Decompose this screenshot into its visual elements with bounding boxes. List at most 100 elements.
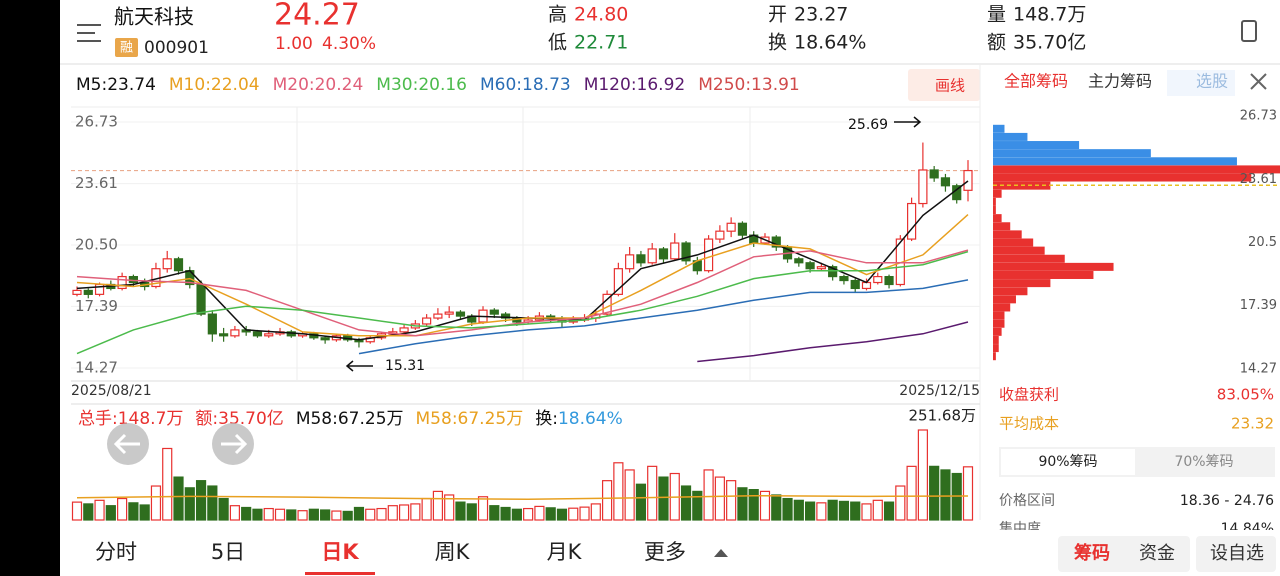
volume-bar [590,503,601,521]
candle-body [940,177,951,187]
candle-body [737,222,748,236]
chip-y-label: 20.5 [1248,235,1277,250]
stat-label: 额 [987,32,1006,54]
volume-bar [477,496,489,521]
ma-legend-item: M60:18.73 [480,75,571,95]
volume-bar [737,487,748,521]
volume-bar [139,504,150,521]
ma-line [697,321,969,363]
candle-body [500,313,511,319]
candle-body [794,258,804,264]
next-button[interactable] [212,423,254,465]
volume-bar [523,507,534,521]
volume-bar [771,494,782,521]
layout-icon[interactable] [1241,20,1257,42]
volume-bar [850,501,861,521]
chip-chart: 14.27 17.39 20.5 23.61 26.73 [993,109,1280,377]
candle-body [455,311,466,317]
candle-body [681,242,691,262]
candle-body [839,275,849,282]
candle-body [850,279,860,290]
stats: 高 24.80 低 22.71 开 23.27 换 18.64% 量 148.7万额 35.70亿 [548,4,1086,54]
candle-body [72,289,82,295]
candle-body [929,169,939,179]
period-tab[interactable]: 日K [321,540,359,564]
ma-line [358,279,969,355]
menu-icon[interactable] [77,24,101,42]
chip-bar [993,319,1005,328]
stat-label: 开 [768,4,787,26]
volume-bar [263,507,274,521]
volume-bar [444,494,455,521]
chip-bar [993,295,1016,304]
volume-bar [162,447,173,521]
candle-body [907,202,917,240]
chip-tab[interactable]: 主力筹码 [1088,72,1152,91]
range-value: 18.36 - 24.76 [1180,493,1274,509]
volume-bar [229,505,240,521]
stock-name: 航天科技 [114,5,194,29]
bottom-button[interactable]: 筹码 [1074,542,1110,564]
volume-legend-item: M58:67.25万 [416,409,524,429]
chip-bar [993,311,1005,320]
candle-body [816,266,826,270]
draw-button[interactable]: 画线 [935,77,965,95]
period-tab[interactable]: 5日 [211,540,245,564]
volume-bar [962,466,974,521]
bottom-button[interactable]: 设自选 [1210,543,1264,564]
candle-body [230,329,240,337]
candle-body [828,266,838,278]
bottom-button[interactable]: 资金 [1139,543,1175,564]
period-tab[interactable]: 周K [435,540,471,564]
low-annotation: 15.31 [385,358,425,374]
volume-bar [117,497,128,521]
volume-legend-item: 18.64% [558,409,623,429]
volume-bar [624,469,635,521]
volume-bar [658,476,669,521]
volume-bar [286,509,297,521]
volume-bar [917,429,928,521]
candle-body [636,254,646,264]
chip-bar [993,327,1002,336]
candle-body [128,275,138,284]
panel-label: 收盘获利 [999,386,1059,404]
volume-bar [534,505,545,521]
chip-bar [993,344,999,353]
percent-tab[interactable]: 70%筹码 [1174,453,1233,470]
period-tab[interactable]: 分时 [95,540,137,564]
volume-bar [861,503,872,521]
chip-y-label: 23.61 [1240,172,1277,187]
close-icon[interactable] [1250,73,1267,90]
volume-bar [613,462,624,521]
volume-bar [906,465,917,521]
price-chart: 14.27 17.39 20.50 23.61 26.73 [71,113,980,377]
volume-bar [331,510,342,521]
chip-bar [993,230,1022,239]
volume-bar [376,507,387,521]
percent-tab[interactable]: 90%筹码 [1038,453,1097,470]
draw-button-bg[interactable] [908,69,980,101]
ma-legend-item: M10:22.04 [169,75,260,95]
volume-bar [714,476,725,521]
period-tab[interactable]: 月K [547,540,583,564]
prev-button[interactable] [107,423,149,465]
ma-line [76,250,969,355]
panel-label: 平均成本 [999,415,1059,433]
volume-bar [184,487,195,521]
period-tab[interactable]: 更多 [644,540,686,564]
chip-tab[interactable]: 全部筹码 [1004,72,1068,91]
y-tick-label: 26.73 [75,113,118,131]
arrow [894,116,922,128]
chip-y-label: 17.39 [1240,298,1277,313]
volume-bar [71,501,83,521]
more-arrow[interactable] [714,549,728,557]
chip-bar [993,270,1094,279]
volume-bar [94,499,105,521]
chip-bar [993,149,1151,158]
button-bg [1196,536,1276,572]
candle-body [805,262,815,270]
volume-bar [556,508,568,521]
volume-bar [489,505,500,521]
chip-bar [993,335,999,344]
y-tick-label: 23.61 [75,174,118,192]
